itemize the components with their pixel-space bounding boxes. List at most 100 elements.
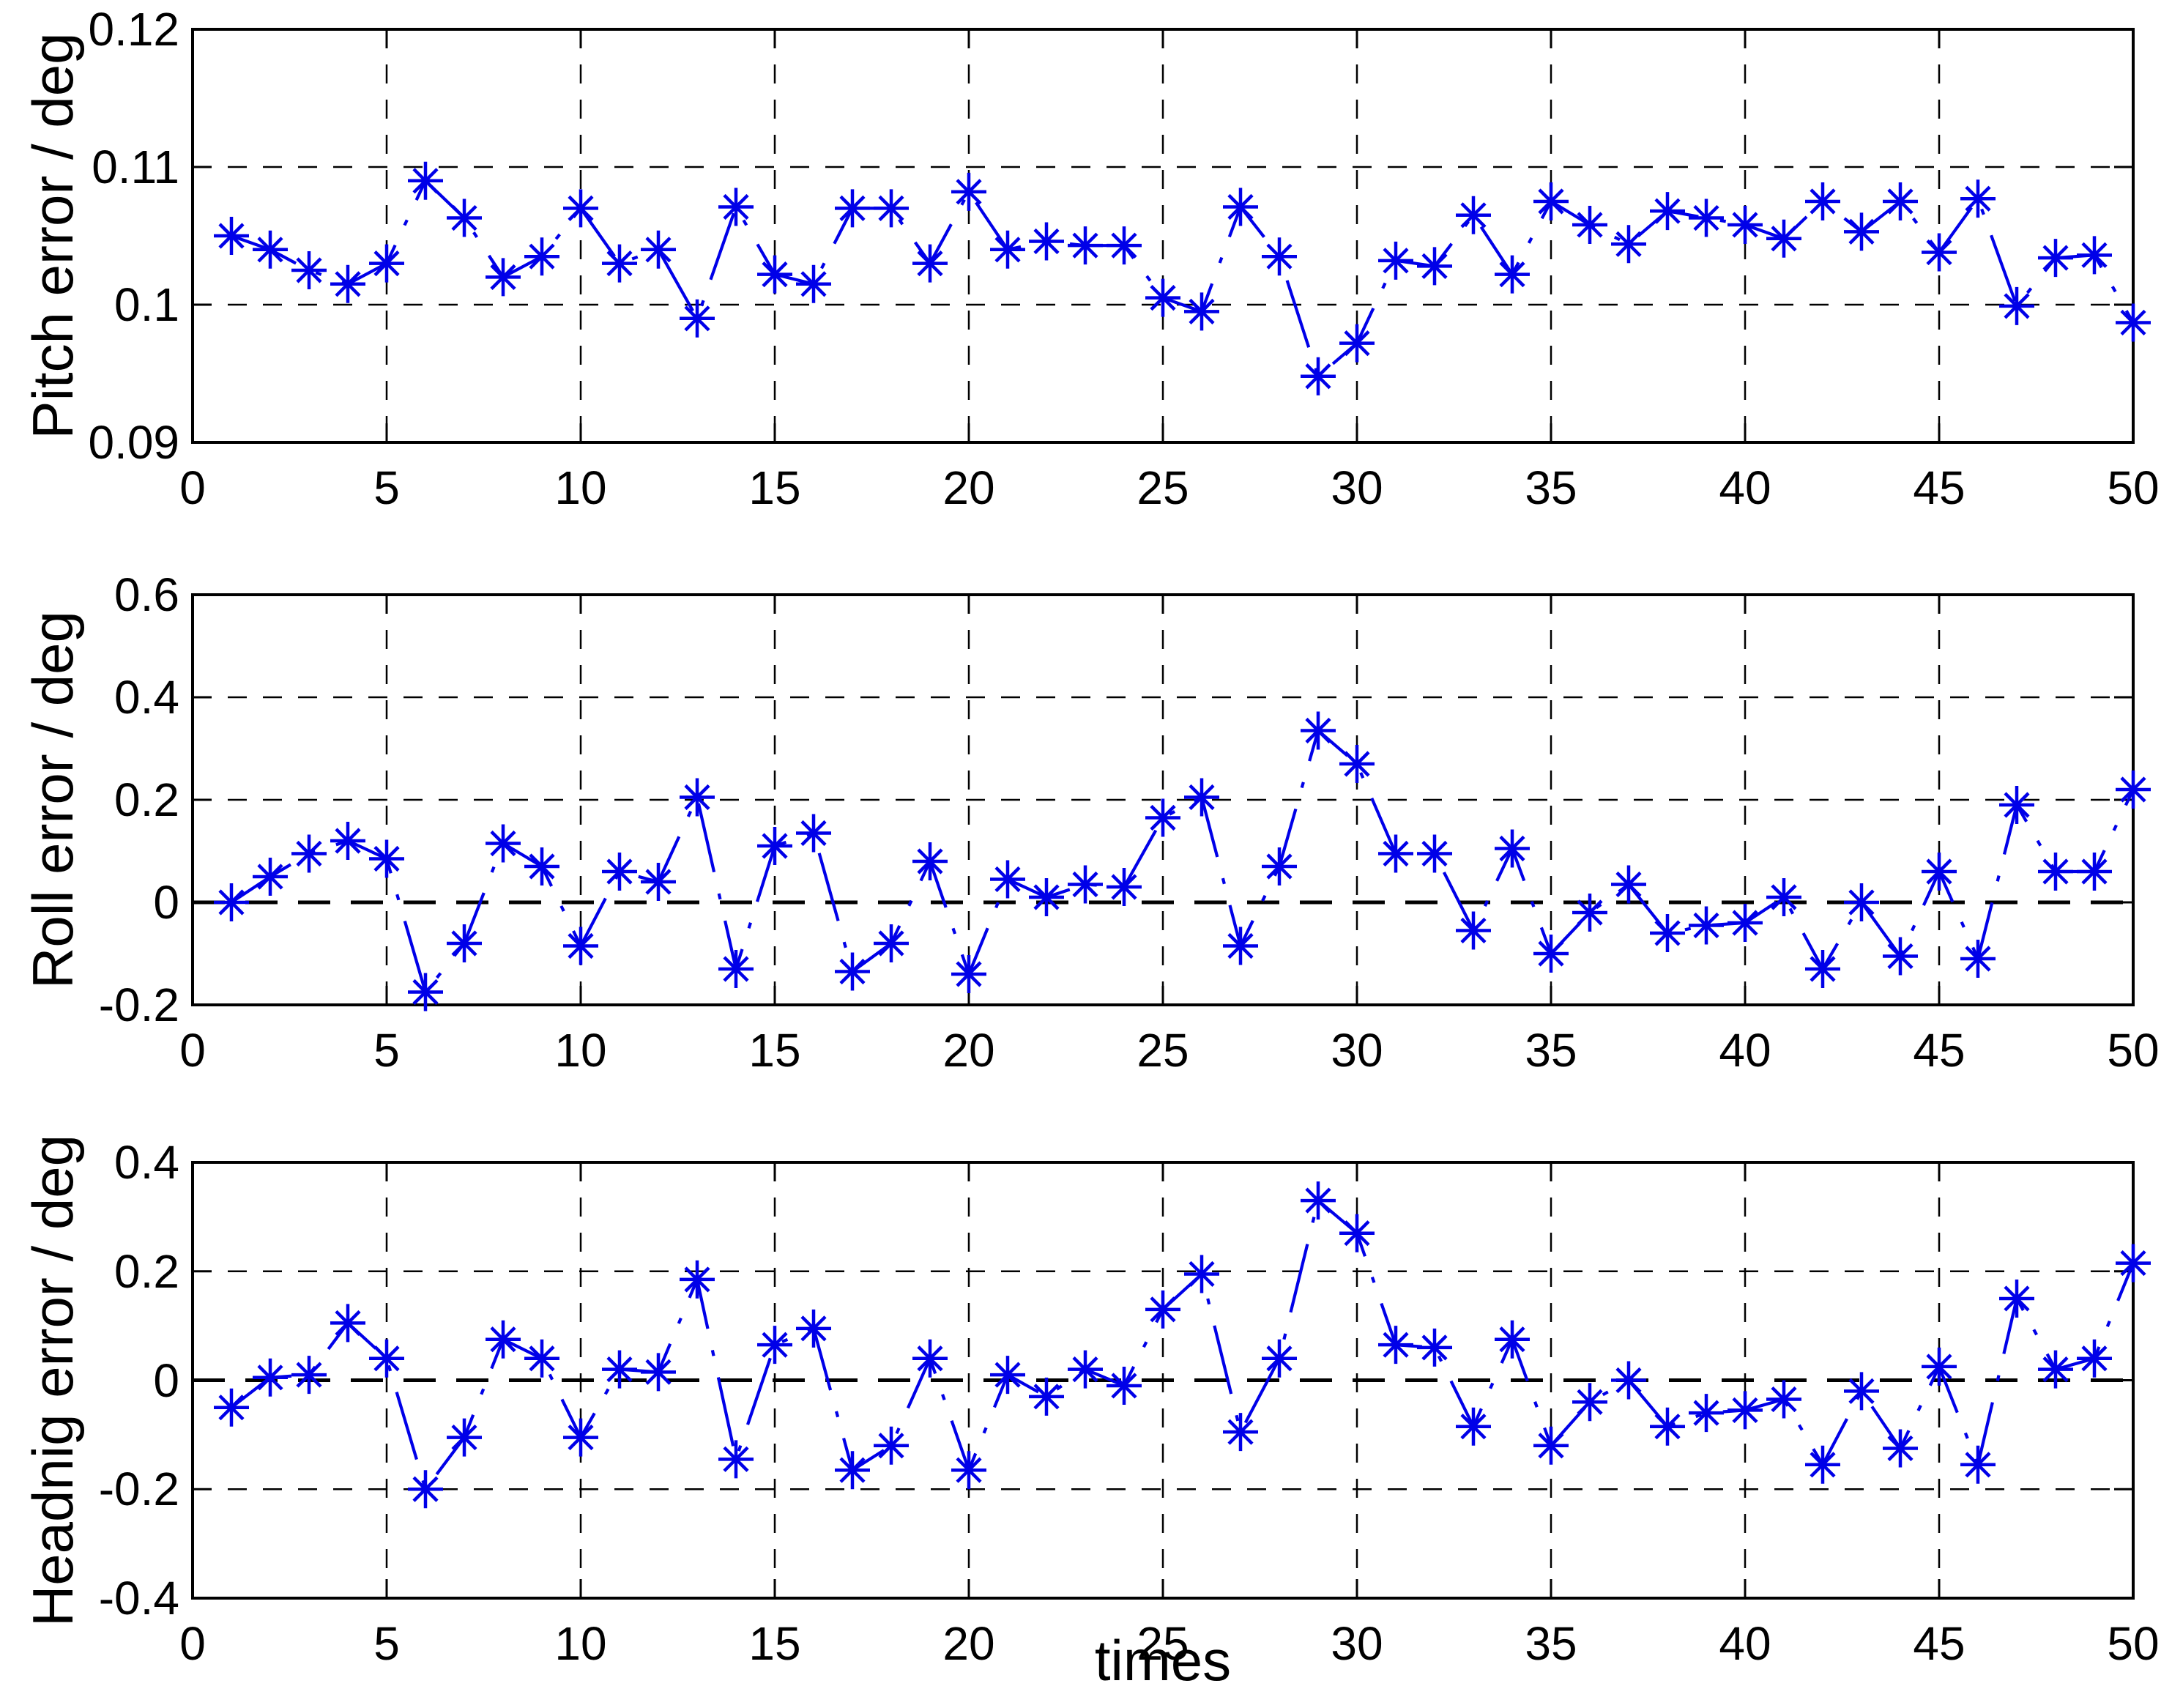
roll-error-marker [2038, 853, 2073, 891]
x-tick-label: 50 [2107, 461, 2160, 514]
y-tick-label: 0 [153, 876, 179, 929]
x-tick-label: 25 [1137, 1617, 1189, 1670]
heading-error-marker [1960, 1445, 1996, 1484]
x-tick-label: 35 [1525, 1024, 1577, 1077]
pitch-error-marker [602, 244, 637, 283]
y-tick-label: -0.2 [98, 1463, 179, 1516]
x-tick-label: 30 [1331, 1024, 1383, 1077]
asterisk-marker-arm [1577, 1389, 1603, 1415]
asterisk-marker-arm [1421, 1334, 1448, 1361]
asterisk-marker-arm [1111, 1373, 1137, 1399]
roll-error-marker [369, 839, 404, 878]
heading-error-marker [563, 1418, 598, 1457]
roll-error-marker [447, 924, 482, 962]
roll-error-marker [1805, 950, 1840, 988]
asterisk-marker-arm [1810, 1452, 1836, 1478]
asterisk-marker-arm [1615, 231, 1642, 257]
asterisk-marker-arm [800, 271, 827, 297]
ylabel-pitch-error: Pitch error / deg [21, 32, 85, 439]
asterisk-marker-arm [1460, 917, 1487, 944]
asterisk-marker-arm [606, 858, 633, 885]
x-tick-label: 45 [1913, 1024, 1965, 1077]
asterisk-marker-arm [1227, 193, 1254, 220]
asterisk-marker-arm [335, 271, 361, 297]
asterisk-marker-arm [1033, 1384, 1060, 1410]
roll-error-marker [330, 822, 365, 860]
heading-error-marker [951, 1451, 986, 1490]
roll-error-marker [408, 973, 443, 1011]
asterisk-marker-arm [1150, 804, 1176, 831]
roll-error-marker [1844, 883, 1879, 921]
asterisk-marker-arm [606, 1356, 633, 1383]
asterisk-marker-arm [1926, 1354, 1952, 1380]
pitch-error-marker [369, 244, 404, 283]
y-tick-label: 0.12 [88, 3, 179, 56]
y-tick-label: 0.6 [114, 568, 179, 621]
asterisk-marker-arm [723, 1446, 749, 1472]
asterisk-marker-arm [568, 195, 594, 221]
heading-error-marker [524, 1339, 559, 1378]
asterisk-marker-arm [839, 1457, 866, 1483]
heading-error-marker [1378, 1326, 1413, 1364]
y-tick-label: 0.09 [88, 416, 179, 469]
heading-error-marker [1145, 1290, 1180, 1329]
roll-error-marker [757, 827, 792, 865]
roll-error-marker [1495, 829, 1530, 868]
asterisk-marker-arm [1615, 871, 1642, 898]
asterisk-marker-arm [2042, 245, 2069, 271]
pitch-error-marker [1727, 205, 1763, 244]
asterisk-marker-arm [1189, 1260, 1215, 1288]
roll-error-marker [874, 924, 909, 962]
roll-error-marker [253, 858, 288, 896]
x-tick-label: 40 [1719, 461, 1771, 514]
asterisk-marker-arm [2120, 776, 2146, 803]
asterisk-marker-arm [490, 1326, 516, 1353]
asterisk-marker-arm [1266, 243, 1293, 270]
asterisk-marker-arm [1383, 840, 1409, 867]
pitch-error-marker [253, 230, 288, 269]
asterisk-marker-arm [1693, 912, 1719, 939]
x-tick-label: 15 [748, 1024, 801, 1077]
asterisk-marker-arm [1926, 239, 1952, 266]
heading-error-marker [2116, 1244, 2151, 1282]
asterisk-marker-arm [2004, 293, 2030, 319]
x-tick-label: 10 [554, 1617, 607, 1670]
asterisk-marker-arm [335, 828, 361, 854]
x-tick-label: 45 [1913, 1617, 1965, 1670]
asterisk-marker-arm [1499, 261, 1525, 288]
x-tick-label: 35 [1525, 461, 1577, 514]
pitch-error-line [231, 178, 2135, 379]
asterisk-marker-arm [2004, 792, 2030, 818]
asterisk-marker-arm [529, 243, 555, 270]
pitch-error-marker [1145, 278, 1180, 317]
asterisk-marker-arm [1189, 784, 1215, 811]
asterisk-marker-arm [1732, 910, 1758, 936]
pitch-error-marker [951, 172, 986, 211]
pitch-error-marker [1922, 233, 1957, 272]
asterisk-marker-arm [1887, 1435, 1913, 1462]
asterisk-marker-arm [1848, 218, 1875, 245]
pitch-error-marker [1378, 241, 1413, 280]
heading-error-marker [1689, 1394, 1724, 1433]
asterisk-marker-arm [1577, 212, 1603, 238]
pitch-error-marker [1805, 182, 1840, 220]
roll-error-marker [1339, 745, 1375, 783]
asterisk-marker-arm [1499, 835, 1525, 862]
asterisk-marker-arm [956, 1457, 982, 1483]
asterisk-marker-arm [1615, 1367, 1642, 1394]
asterisk-marker-arm [645, 869, 672, 895]
asterisk-marker-arm [1693, 204, 1719, 231]
asterisk-marker-arm [1033, 884, 1060, 910]
asterisk-marker-arm [1538, 940, 1564, 967]
asterisk-marker-arm [1189, 298, 1215, 324]
asterisk-marker-arm [257, 1364, 283, 1391]
heading-error-marker [990, 1356, 1025, 1395]
roll-error-marker [1883, 937, 1918, 976]
roll-error-marker [1689, 906, 1724, 945]
asterisk-marker-arm [451, 1425, 477, 1451]
asterisk-marker-arm [1266, 853, 1293, 880]
pitch-error-marker [990, 230, 1025, 269]
asterisk-marker-arm [684, 1266, 710, 1293]
pitch-error-marker [874, 189, 909, 228]
